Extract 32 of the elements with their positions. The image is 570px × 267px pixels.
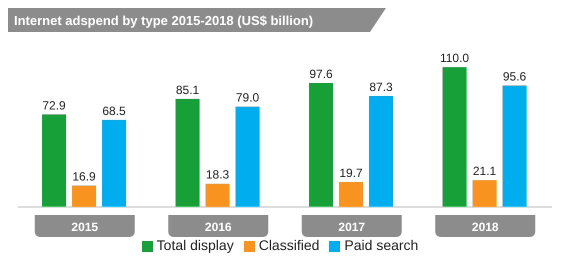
x-tick-label: 2016 [204, 220, 232, 234]
bar [206, 184, 230, 207]
data-label: 18.3 [206, 168, 230, 182]
x-tick-label: 2015 [71, 220, 98, 234]
data-label: 19.7 [339, 166, 364, 180]
data-label: 21.1 [472, 164, 497, 178]
bar [309, 82, 334, 207]
data-label: 85.1 [176, 82, 200, 97]
legend-label: Total display [156, 237, 234, 253]
x-tick-label: 2018 [472, 220, 499, 234]
data-label: 68.5 [102, 104, 126, 118]
data-label: 95.6 [502, 69, 527, 84]
data-label: 72.9 [42, 98, 66, 112]
chart-title: Internet adspend by type 2015-2018 (US$ billion) [14, 13, 314, 28]
bar [369, 96, 394, 207]
data-label: 87.3 [369, 80, 394, 94]
data-label: 97.6 [309, 66, 334, 81]
x-tick-label: 2017 [338, 220, 366, 234]
bar [472, 180, 497, 207]
bar [502, 85, 527, 207]
data-label: 16.9 [72, 170, 96, 184]
bar [42, 114, 66, 207]
bar [102, 120, 126, 207]
bar [176, 98, 200, 207]
bar [236, 106, 260, 207]
bar [72, 186, 96, 207]
data-label: 79.0 [236, 90, 260, 105]
bar [442, 67, 467, 207]
legend-label: Paid search [344, 237, 418, 253]
legend-label: Classified [258, 237, 320, 253]
data-label: 110.0 [440, 51, 470, 66]
bar [339, 182, 364, 207]
